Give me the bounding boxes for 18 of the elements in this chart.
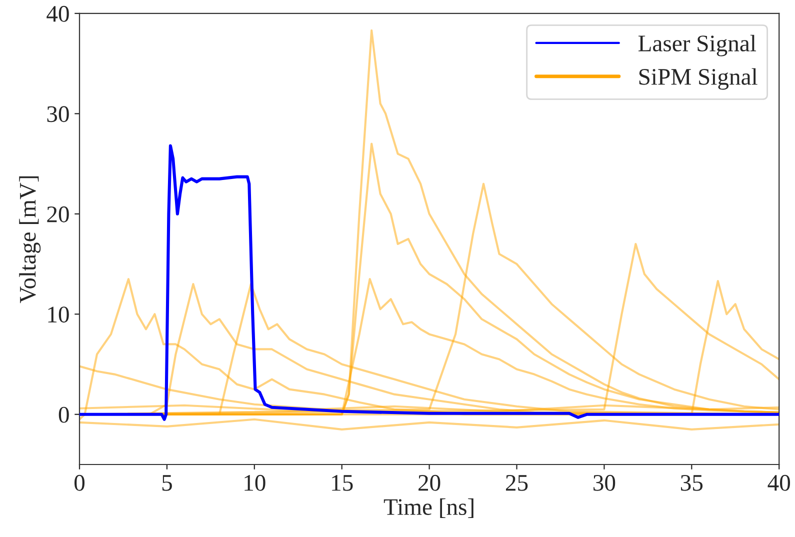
x-tick-label: 0 (74, 474, 85, 491)
y-axis-title: Voltage [mV] (19, 176, 41, 304)
x-axis-title: Time [ns] (384, 498, 474, 518)
x-tick-label: 30 (594, 474, 616, 491)
x-tick-label: 15 (332, 475, 353, 491)
x-tick-label: 25 (506, 474, 528, 491)
x-tick-label: 5 (162, 475, 172, 491)
y-tick-label: 20 (47, 206, 69, 222)
legend-label: Laser Signal (638, 34, 756, 56)
y-tick-label: 30 (47, 106, 69, 122)
y-tick-label: 0 (58, 406, 69, 423)
legend-label: SiPM Signal (639, 68, 758, 90)
y-tick-label: 40 (46, 6, 69, 22)
y-tick-label: 10 (48, 306, 69, 323)
x-tick-label: 20 (418, 474, 440, 491)
x-tick-label: 10 (244, 474, 266, 491)
x-tick-label: 40 (768, 474, 790, 491)
x-tick-label: 35 (680, 474, 703, 491)
